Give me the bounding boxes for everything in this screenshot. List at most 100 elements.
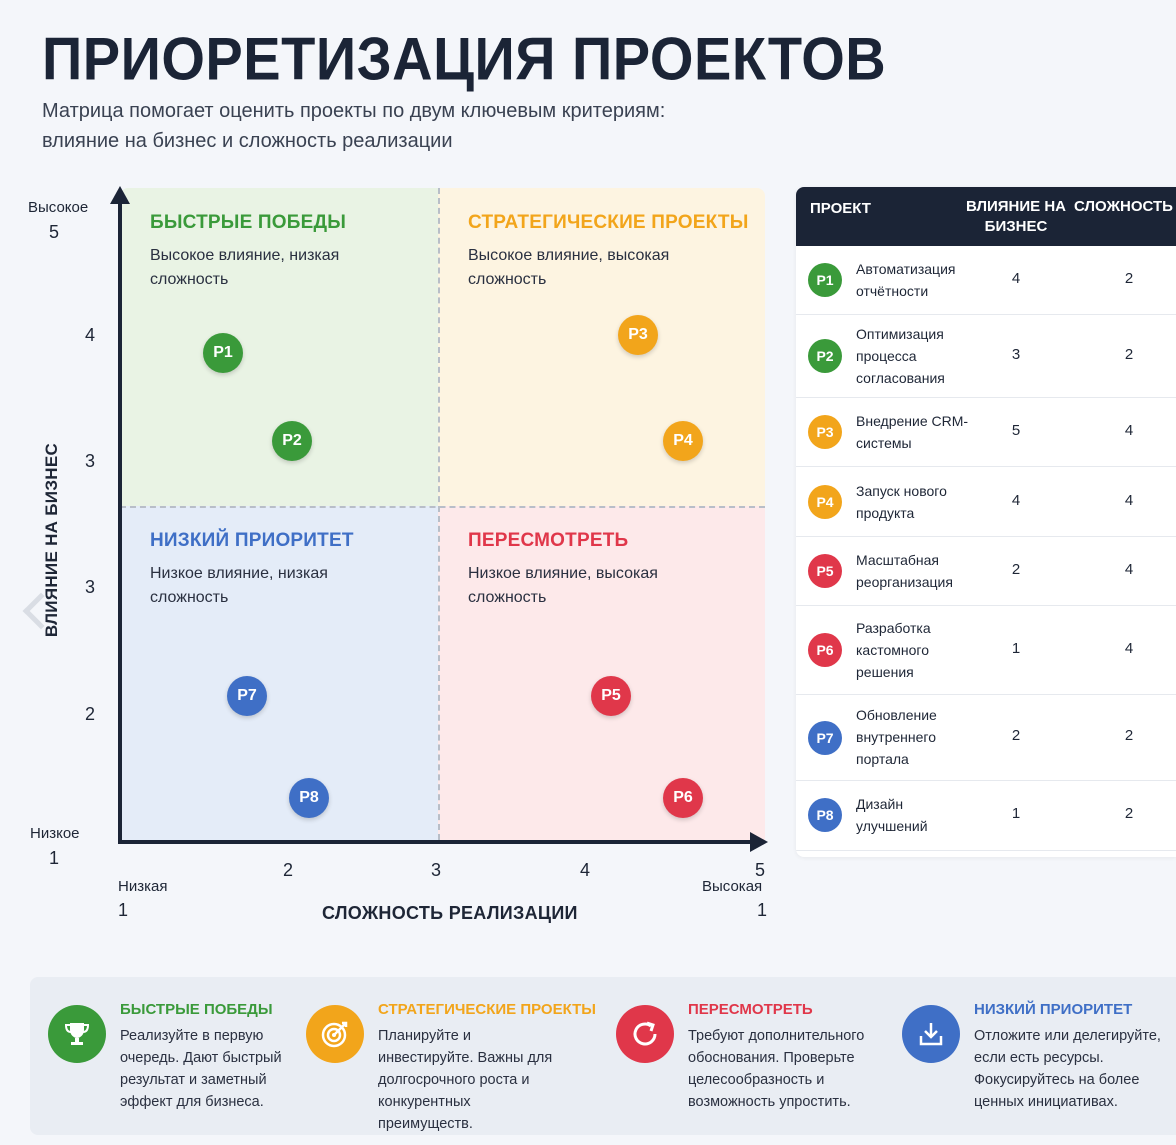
trophy-icon — [48, 1005, 106, 1063]
x-axis-line — [118, 840, 758, 844]
x-axis-arrow-icon — [750, 832, 768, 852]
project-name: Запуск нового продукта — [856, 483, 947, 521]
refresh-icon — [616, 1005, 674, 1063]
legend-title: БЫСТРЫЕ ПОБЕДЫ — [120, 1001, 273, 1018]
table-row[interactable]: P8 Дизайн улучшений 1 2 — [796, 781, 1176, 851]
legend-title: СТРАТЕГИЧЕСКИЕ ПРОЕКТЫ — [378, 1001, 596, 1018]
legend-text: Реализуйте в первую очередь. Дают быстры… — [120, 1028, 282, 1110]
complexity-value: 4 — [1124, 422, 1134, 439]
quadrant-desc: Низкое влияние, низкая сложность — [150, 565, 328, 606]
table-row[interactable]: P3 Внедрение CRM-системы 5 4 — [796, 398, 1176, 467]
quadrant-desc: Высокое влияние, высокая сложность — [468, 247, 670, 288]
priority-matrix: БЫСТРЫЕ ПОБЕДЫ Высокое влияние, низкая с… — [120, 188, 765, 840]
quadrant-review: ПЕРЕСМОТРЕТЬ Низкое влияние, высокая сло… — [438, 506, 765, 840]
impact-value: 4 — [1011, 270, 1021, 287]
legend-text: Планируйте и инвестируйте. Важны для дол… — [378, 1028, 553, 1132]
table-row[interactable]: P1 Автоматизация отчётности 4 2 — [796, 246, 1176, 315]
page-subtitle: Матрица помогает оценить проекты по двум… — [42, 100, 666, 152]
project-badge: P4 — [808, 485, 842, 519]
y-axis-low-label: Низкое — [30, 825, 80, 842]
x-tick: 3 — [431, 860, 442, 880]
y-axis-line — [118, 196, 122, 842]
y-tick: 3 — [85, 451, 96, 471]
legend-panel: БЫСТРЫЕ ПОБЕДЫ Реализуйте в первую очере… — [30, 977, 1176, 1135]
quadrant-title: НИЗКИЙ ПРИОРИТЕТ — [150, 530, 354, 551]
target-icon — [306, 1005, 364, 1063]
quadrant-divider-vertical — [438, 188, 440, 840]
table-row[interactable]: P2 Оптимизация процесса согласования 3 2 — [796, 315, 1176, 398]
complexity-value: 4 — [1124, 640, 1134, 657]
projects-table: ПРОЕКТ ВЛИЯНИЕ НА БИЗНЕС СЛОЖНОСТЬ РЕАЛИ… — [796, 187, 1176, 857]
y-tick: 5 — [49, 222, 60, 242]
project-point-p6[interactable]: P6 — [663, 778, 703, 818]
complexity-value: 2 — [1124, 727, 1134, 744]
quadrant-title: ПЕРЕСМОТРЕТЬ — [468, 530, 629, 551]
impact-value: 5 — [1011, 422, 1021, 439]
column-header-project: ПРОЕКТ — [810, 200, 871, 217]
column-header-impact: ВЛИЯНИЕ НА БИЗНЕС — [966, 198, 1066, 235]
project-point-p7[interactable]: P7 — [227, 676, 267, 716]
complexity-value: 2 — [1124, 805, 1134, 822]
legend-text: Отложите или делегируйте, если есть ресу… — [974, 1028, 1161, 1110]
impact-value: 3 — [1011, 346, 1021, 363]
project-point-p8[interactable]: P8 — [289, 778, 329, 818]
project-name: Внедрение CRM-системы — [856, 413, 969, 451]
project-badge: P2 — [808, 339, 842, 373]
download-icon — [902, 1005, 960, 1063]
project-name: Разработка кастомного решения — [856, 620, 931, 680]
impact-value: 4 — [1011, 492, 1021, 509]
quadrant-strategic: СТРАТЕГИЧЕСКИЕ ПРОЕКТЫ Высокое влияние, … — [438, 188, 765, 506]
table-header: ПРОЕКТ ВЛИЯНИЕ НА БИЗНЕС СЛОЖНОСТЬ РЕАЛИ… — [796, 187, 1176, 246]
legend-title: НИЗКИЙ ПРИОРИТЕТ — [974, 1001, 1133, 1018]
x-tick: 5 — [755, 860, 766, 880]
impact-value: 1 — [1011, 805, 1021, 822]
project-point-p3[interactable]: P3 — [618, 315, 658, 355]
quadrant-desc: Низкое влияние, высокая сложность — [468, 565, 658, 606]
project-name: Автоматизация отчётности — [856, 261, 956, 299]
project-badge: P7 — [808, 721, 842, 755]
complexity-value: 2 — [1124, 270, 1134, 287]
project-name: Обновление внутреннего портала — [856, 707, 937, 767]
y-axis-arrow-icon — [110, 186, 130, 204]
y-axis-high-label: Высокое — [28, 199, 89, 216]
table-row[interactable]: P4 Запуск нового продукта 4 4 — [796, 467, 1176, 537]
quadrant-title: БЫСТРЫЕ ПОБЕДЫ — [150, 212, 347, 233]
table-row[interactable]: P7 Обновление внутреннего портала 2 2 — [796, 695, 1176, 781]
legend-text: Требуют дополнительного обоснования. Про… — [688, 1028, 865, 1110]
project-point-p2[interactable]: P2 — [272, 421, 312, 461]
legend-title: ПЕРЕСМОТРЕТЬ — [688, 1001, 813, 1018]
quadrant-desc: Высокое влияние, низкая сложность — [150, 247, 340, 288]
project-name: Дизайн улучшений — [856, 796, 928, 834]
y-tick: 3 — [85, 577, 96, 597]
impact-value: 2 — [1011, 561, 1021, 578]
project-name: Масштабная реорганизация — [856, 552, 953, 590]
project-badge: P6 — [808, 633, 842, 667]
impact-value: 1 — [1011, 640, 1021, 657]
x-tick: 4 — [580, 860, 591, 880]
quadrant-quick-wins: БЫСТРЫЕ ПОБЕДЫ Высокое влияние, низкая с… — [120, 188, 438, 506]
complexity-value: 2 — [1124, 346, 1134, 363]
x-axis-title: СЛОЖНОСТЬ РЕАЛИЗАЦИИ — [322, 903, 578, 923]
quadrant-low-priority: НИЗКИЙ ПРИОРИТЕТ Низкое влияние, низкая … — [120, 506, 438, 840]
page-title: ПРИОРЕТИЗАЦИЯ ПРОЕКТОВ — [42, 24, 887, 93]
quadrant-title: СТРАТЕГИЧЕСКИЕ ПРОЕКТЫ — [468, 212, 749, 233]
column-header-complexity: СЛОЖНОСТЬ РЕАЛИЗАЦИИ — [1074, 198, 1176, 215]
complexity-value: 4 — [1124, 561, 1134, 578]
quadrant-divider-horizontal — [120, 506, 765, 508]
y-tick: 4 — [85, 325, 96, 345]
project-point-p4[interactable]: P4 — [663, 421, 703, 461]
project-badge: P8 — [808, 798, 842, 832]
table-row[interactable]: P5 Масштабная реорганизация 2 4 — [796, 537, 1176, 606]
project-badge: P5 — [808, 554, 842, 588]
x-tick: 2 — [283, 860, 294, 880]
project-point-p1[interactable]: P1 — [203, 333, 243, 373]
project-badge: P3 — [808, 415, 842, 449]
x-tick: 1 — [757, 900, 768, 920]
complexity-value: 4 — [1124, 492, 1134, 509]
table-row[interactable]: P6 Разработка кастомного решения 1 4 — [796, 606, 1176, 695]
x-tick: 1 — [118, 900, 129, 920]
project-name: Оптимизация процесса согласования — [856, 326, 945, 386]
project-point-p5[interactable]: P5 — [591, 676, 631, 716]
y-tick: 1 — [49, 848, 60, 868]
project-badge: P1 — [808, 263, 842, 297]
